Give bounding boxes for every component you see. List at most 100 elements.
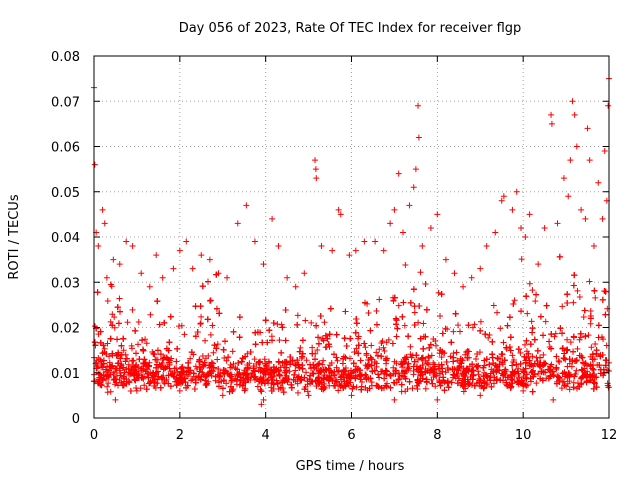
data-point xyxy=(567,157,574,164)
data-point xyxy=(371,358,378,365)
data-point xyxy=(382,367,389,374)
data-point xyxy=(455,364,462,371)
data-point xyxy=(509,380,516,387)
data-point xyxy=(529,353,536,360)
data-point xyxy=(352,375,359,382)
data-point xyxy=(187,367,194,374)
data-point xyxy=(352,329,359,336)
data-point xyxy=(570,348,577,355)
data-point xyxy=(301,270,308,277)
data-point xyxy=(170,265,177,272)
data-point xyxy=(467,373,474,380)
data-point xyxy=(147,311,154,318)
data-point xyxy=(548,345,555,352)
data-point xyxy=(241,367,248,374)
data-point xyxy=(491,374,498,381)
data-point xyxy=(378,385,385,392)
data-point xyxy=(486,361,493,368)
data-point xyxy=(340,384,347,391)
data-point xyxy=(250,374,257,381)
data-point xyxy=(355,342,362,349)
data-point xyxy=(202,377,209,384)
data-point xyxy=(229,348,236,355)
data-point xyxy=(167,313,174,320)
data-point xyxy=(510,370,517,377)
data-point xyxy=(602,288,609,295)
data-point xyxy=(210,349,217,356)
data-point xyxy=(343,343,350,350)
data-point xyxy=(521,353,528,360)
data-point xyxy=(595,179,602,186)
data-point xyxy=(342,308,349,315)
data-point xyxy=(351,348,358,355)
data-point xyxy=(477,265,484,272)
data-point xyxy=(269,215,276,222)
data-point xyxy=(223,380,230,387)
data-point xyxy=(117,355,124,362)
data-point xyxy=(432,383,439,390)
data-point xyxy=(337,211,344,218)
data-point xyxy=(140,361,147,368)
data-point xyxy=(157,363,164,370)
data-point xyxy=(309,350,316,357)
data-point xyxy=(531,360,538,367)
data-point xyxy=(559,303,566,310)
data-point xyxy=(458,379,465,386)
data-point xyxy=(322,344,329,351)
data-point xyxy=(100,360,107,367)
data-point xyxy=(283,376,290,383)
data-point xyxy=(463,365,470,372)
data-point xyxy=(571,272,578,279)
data-point xyxy=(551,333,558,340)
data-point xyxy=(223,357,230,364)
data-point xyxy=(157,351,164,358)
data-point xyxy=(133,362,140,369)
data-point xyxy=(241,387,248,394)
data-point xyxy=(391,294,398,301)
data-point xyxy=(391,206,398,213)
data-point xyxy=(120,335,127,342)
data-point xyxy=(133,387,140,394)
data-point xyxy=(574,345,581,352)
data-point xyxy=(531,336,538,343)
data-point xyxy=(526,280,533,287)
data-point xyxy=(465,322,472,329)
data-point xyxy=(181,368,188,375)
data-point xyxy=(234,220,241,227)
data-point xyxy=(227,383,234,390)
data-point xyxy=(401,354,408,361)
data-point xyxy=(270,369,277,376)
data-point xyxy=(265,371,272,378)
data-point xyxy=(569,98,576,105)
data-point xyxy=(601,148,608,155)
data-point xyxy=(423,378,430,385)
data-point xyxy=(257,367,264,374)
data-point xyxy=(494,309,501,316)
data-point xyxy=(602,311,609,318)
data-point xyxy=(599,215,606,222)
data-point xyxy=(366,361,372,368)
data-point xyxy=(405,360,412,367)
data-point xyxy=(441,387,448,394)
data-point xyxy=(165,372,172,379)
data-point xyxy=(315,361,322,368)
data-point xyxy=(500,339,507,346)
data-point xyxy=(236,334,243,341)
data-point xyxy=(274,321,281,328)
data-point xyxy=(104,372,111,379)
data-point xyxy=(252,341,259,348)
data-point xyxy=(560,175,567,182)
data-point xyxy=(205,278,212,285)
data-point xyxy=(491,380,498,387)
data-point xyxy=(595,322,602,329)
data-point xyxy=(112,365,119,372)
data-point xyxy=(419,243,426,250)
data-point xyxy=(520,387,527,394)
data-point xyxy=(559,345,566,352)
data-point xyxy=(91,161,98,168)
data-point xyxy=(578,206,585,213)
data-point xyxy=(395,370,402,377)
data-point xyxy=(362,299,369,306)
data-point xyxy=(553,380,560,387)
x-tick-label: 8 xyxy=(433,428,441,443)
